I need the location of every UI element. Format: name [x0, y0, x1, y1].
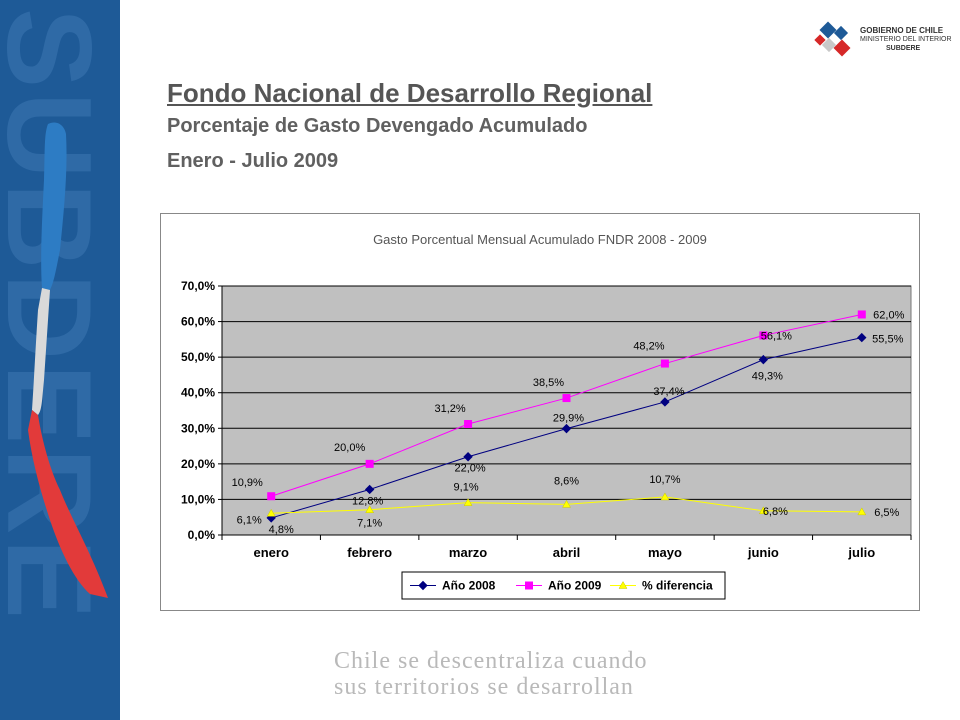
x-tick-label: julio [847, 545, 875, 560]
legend-box [401, 571, 726, 600]
y-tick-label: 50,0% [181, 350, 215, 364]
data-label-2009: 38,5% [533, 377, 564, 389]
data-point-2008 [660, 397, 670, 407]
legend-label: Año 2008 [442, 579, 496, 593]
data-label-2008: 55,5% [872, 334, 903, 346]
data-point-2008 [758, 354, 769, 365]
data-point-diferencia [660, 492, 670, 501]
data-point-2009 [464, 420, 473, 429]
chile-map-graphic [20, 110, 120, 615]
data-point-2008 [857, 332, 867, 343]
data-label-2008: 22,0% [454, 463, 485, 475]
x-tick-label: marzo [449, 545, 487, 560]
footer-slogan-2: sus territorios se desarrollan [334, 674, 634, 700]
page-subtitle-2: Enero - Julio 2009 [167, 150, 339, 172]
data-label-2008: 4,8% [269, 524, 294, 536]
gobierno-logo-icon [814, 21, 851, 57]
data-point-2009 [660, 359, 669, 368]
data-label-2009: 56,1% [761, 330, 792, 342]
data-label-2009: 62,0% [873, 309, 904, 321]
legend-marker [525, 581, 533, 590]
page-subtitle-1: Porcentaje de Gasto Devengado Acumulado [167, 115, 588, 137]
x-tick-label: abril [553, 545, 580, 560]
data-label-2009: 20,0% [334, 442, 365, 454]
x-tick-label: mayo [648, 545, 682, 560]
data-label-2008: 12,8% [352, 495, 383, 507]
data-point-2009 [267, 492, 276, 501]
y-tick-label: 20,0% [181, 457, 215, 471]
side-band: SUBDERE [0, 0, 120, 720]
data-label-diferencia: 10,7% [649, 474, 680, 486]
y-tick-label: 30,0% [181, 421, 215, 435]
data-point-diferencia [562, 499, 571, 508]
legend-label: % diferencia [642, 579, 713, 593]
data-point-diferencia [758, 506, 768, 515]
data-point-diferencia [365, 505, 375, 513]
data-point-2008 [364, 484, 375, 495]
gobierno-logo-text: GOBIERNO DE CHILE MINISTERIO DEL INTERIO… [860, 26, 952, 53]
chart-title: Gasto Porcentual Mensual Acumulado FNDR … [373, 232, 707, 247]
data-label-2008: 49,3% [752, 371, 783, 383]
data-point-diferencia [463, 498, 473, 506]
data-label-2009: 31,2% [434, 403, 465, 415]
x-tick-label: junio [747, 545, 779, 560]
data-point-diferencia [266, 508, 276, 517]
x-tick-label: febrero [347, 545, 392, 560]
data-point-diferencia [857, 507, 867, 516]
y-tick-label: 60,0% [181, 315, 215, 329]
logo-line-3: SUBDERE [886, 45, 921, 52]
y-tick-label: 0,0% [188, 528, 216, 542]
data-label-diferencia: 6,8% [763, 506, 788, 518]
data-point-2008 [561, 423, 572, 434]
logo-line-2: MINISTERIO DEL INTERIOR [860, 36, 952, 43]
legend-marker [618, 580, 628, 589]
data-label-diferencia: 6,5% [874, 507, 899, 519]
x-tick-label: enero [254, 545, 289, 560]
data-label-2009: 10,9% [232, 477, 263, 489]
page-title: Fondo Nacional de Desarrollo Regional [167, 78, 653, 108]
data-label-diferencia: 7,1% [357, 518, 382, 530]
data-label-diferencia: 6,1% [237, 514, 262, 526]
y-tick-label: 10,0% [181, 492, 215, 506]
data-point-2009 [365, 459, 374, 468]
data-point-2008 [463, 452, 473, 462]
data-label-2009: 48,2% [633, 341, 664, 353]
data-label-2008: 29,9% [553, 413, 584, 425]
line-chart: Gasto Porcentual Mensual Acumulado FNDR … [181, 232, 912, 600]
data-label-2008: 37,4% [653, 386, 684, 398]
data-label-diferencia: 8,6% [554, 475, 579, 487]
data-point-2009 [759, 331, 768, 340]
chart-container: Gasto Porcentual Mensual Acumulado FNDR … [160, 213, 920, 611]
data-point-2009 [562, 394, 571, 403]
footer-slogan-1: Chile se descentraliza cuando [334, 648, 648, 674]
legend-marker [418, 580, 428, 591]
y-tick-label: 40,0% [181, 386, 215, 400]
data-label-diferencia: 9,1% [454, 482, 479, 494]
legend-label: Año 2009 [548, 579, 602, 593]
data-point-2009 [857, 310, 866, 319]
logo-line-1: GOBIERNO DE CHILE [860, 26, 944, 35]
plot-area [221, 285, 912, 536]
y-tick-label: 70,0% [181, 279, 215, 293]
